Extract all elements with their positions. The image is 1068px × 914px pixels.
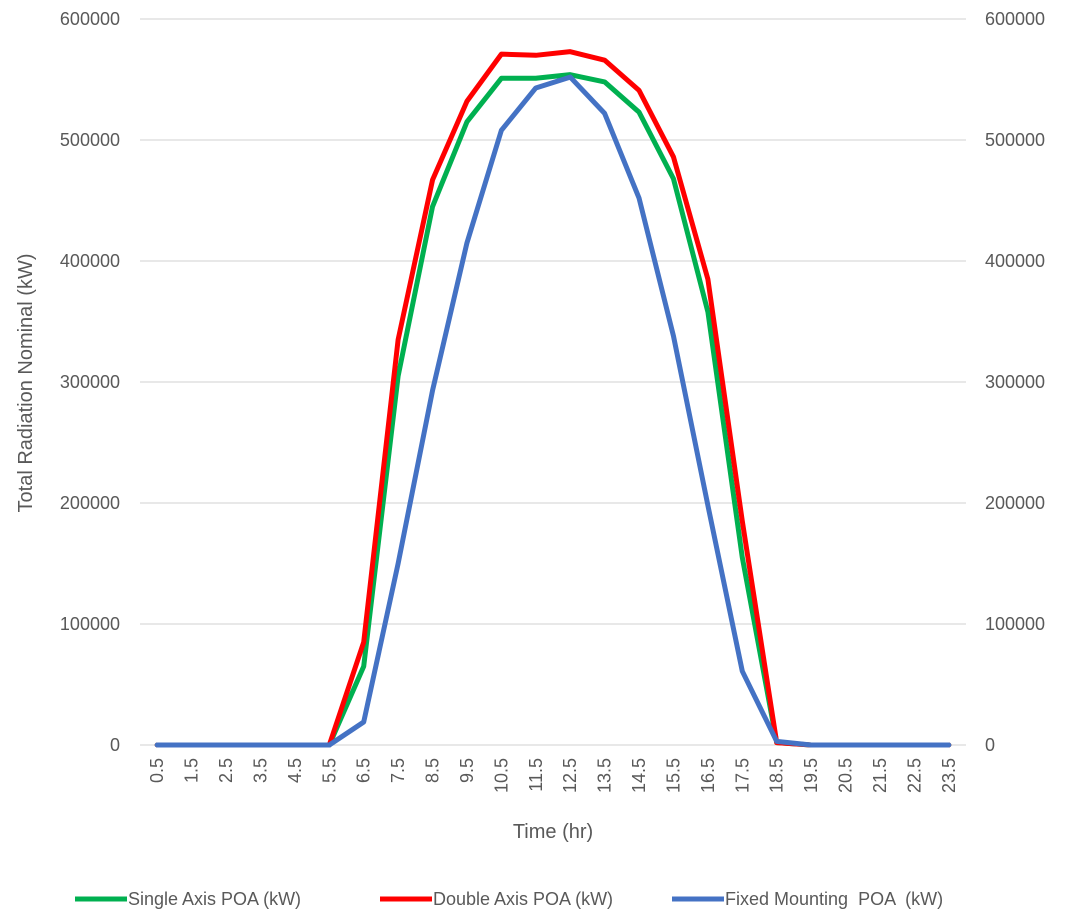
- y-axis-left-ticks: 0 100000 200000 300000 400000 500000 600000: [60, 9, 120, 755]
- x-tick-label: 9.5: [457, 758, 477, 783]
- x-tick-label: 6.5: [354, 758, 374, 783]
- x-tick-label: 23.5: [939, 758, 959, 793]
- x-tick-label: 13.5: [595, 758, 615, 793]
- y-tick-label-left: 100000: [60, 614, 120, 634]
- gridlines: [140, 18, 966, 746]
- y-tick-label-left: 300000: [60, 372, 120, 392]
- x-tick-label: 21.5: [870, 758, 890, 793]
- x-tick-label: 8.5: [423, 758, 443, 783]
- y-tick-label-right: 200000: [985, 493, 1045, 513]
- x-tick-label: 4.5: [285, 758, 305, 783]
- x-tick-label: 1.5: [182, 758, 202, 783]
- y-tick-label-left: 600000: [60, 9, 120, 29]
- series-line-0: [154, 72, 952, 748]
- x-axis-ticks: 0.5 1.5 2.5 3.5 4.5 5.5 6.5 7.5 8.5 9.5 10.5 11.5 12…: [147, 758, 959, 793]
- series-lines: [154, 49, 952, 748]
- y-tick-label-left: 400000: [60, 251, 120, 271]
- y-tick-label-right: 0: [985, 735, 995, 755]
- x-tick-label: 19.5: [801, 758, 821, 793]
- x-tick-label: 20.5: [836, 758, 856, 793]
- y-tick-label-right: 100000: [985, 614, 1045, 634]
- x-tick-label: 15.5: [663, 758, 683, 793]
- x-tick-label: 0.5: [147, 758, 167, 783]
- legend: Single Axis POA (kW) Double Axis POA (kW)…: [75, 889, 943, 909]
- series-line-1: [154, 49, 952, 748]
- y-axis-right-ticks: 0 100000 200000 300000 400000 500000 600000: [985, 9, 1045, 755]
- y-tick-label-left: 500000: [60, 130, 120, 150]
- x-tick-label: 22.5: [904, 758, 924, 793]
- y-tick-label-left: 200000: [60, 493, 120, 513]
- x-tick-label: 10.5: [491, 758, 511, 793]
- y-tick-label-right: 400000: [985, 251, 1045, 271]
- y-tick-label-right: 600000: [985, 9, 1045, 29]
- y-axis-title: Total Radiation Nominal (kW): [15, 254, 37, 513]
- x-tick-label: 17.5: [732, 758, 752, 793]
- x-tick-label: 3.5: [250, 758, 270, 783]
- series-line-2: [154, 74, 952, 748]
- legend-label-2: Fixed Mounting POA (kW): [725, 889, 943, 909]
- legend-label-1: Double Axis POA (kW): [433, 889, 613, 909]
- legend-label-0: Single Axis POA (kW): [128, 889, 301, 909]
- x-axis-title: Time (hr): [513, 821, 593, 843]
- y-tick-label-right: 300000: [985, 372, 1045, 392]
- x-tick-label: 16.5: [698, 758, 718, 793]
- x-tick-label: 12.5: [560, 758, 580, 793]
- x-tick-label: 11.5: [526, 758, 546, 792]
- x-tick-label: 18.5: [767, 758, 787, 793]
- y-tick-label-left: 0: [110, 735, 120, 755]
- x-tick-label: 14.5: [629, 758, 649, 793]
- y-tick-label-right: 500000: [985, 130, 1045, 150]
- x-tick-label: 5.5: [319, 758, 339, 783]
- x-tick-label: 7.5: [388, 758, 408, 783]
- x-tick-label: 2.5: [216, 758, 236, 783]
